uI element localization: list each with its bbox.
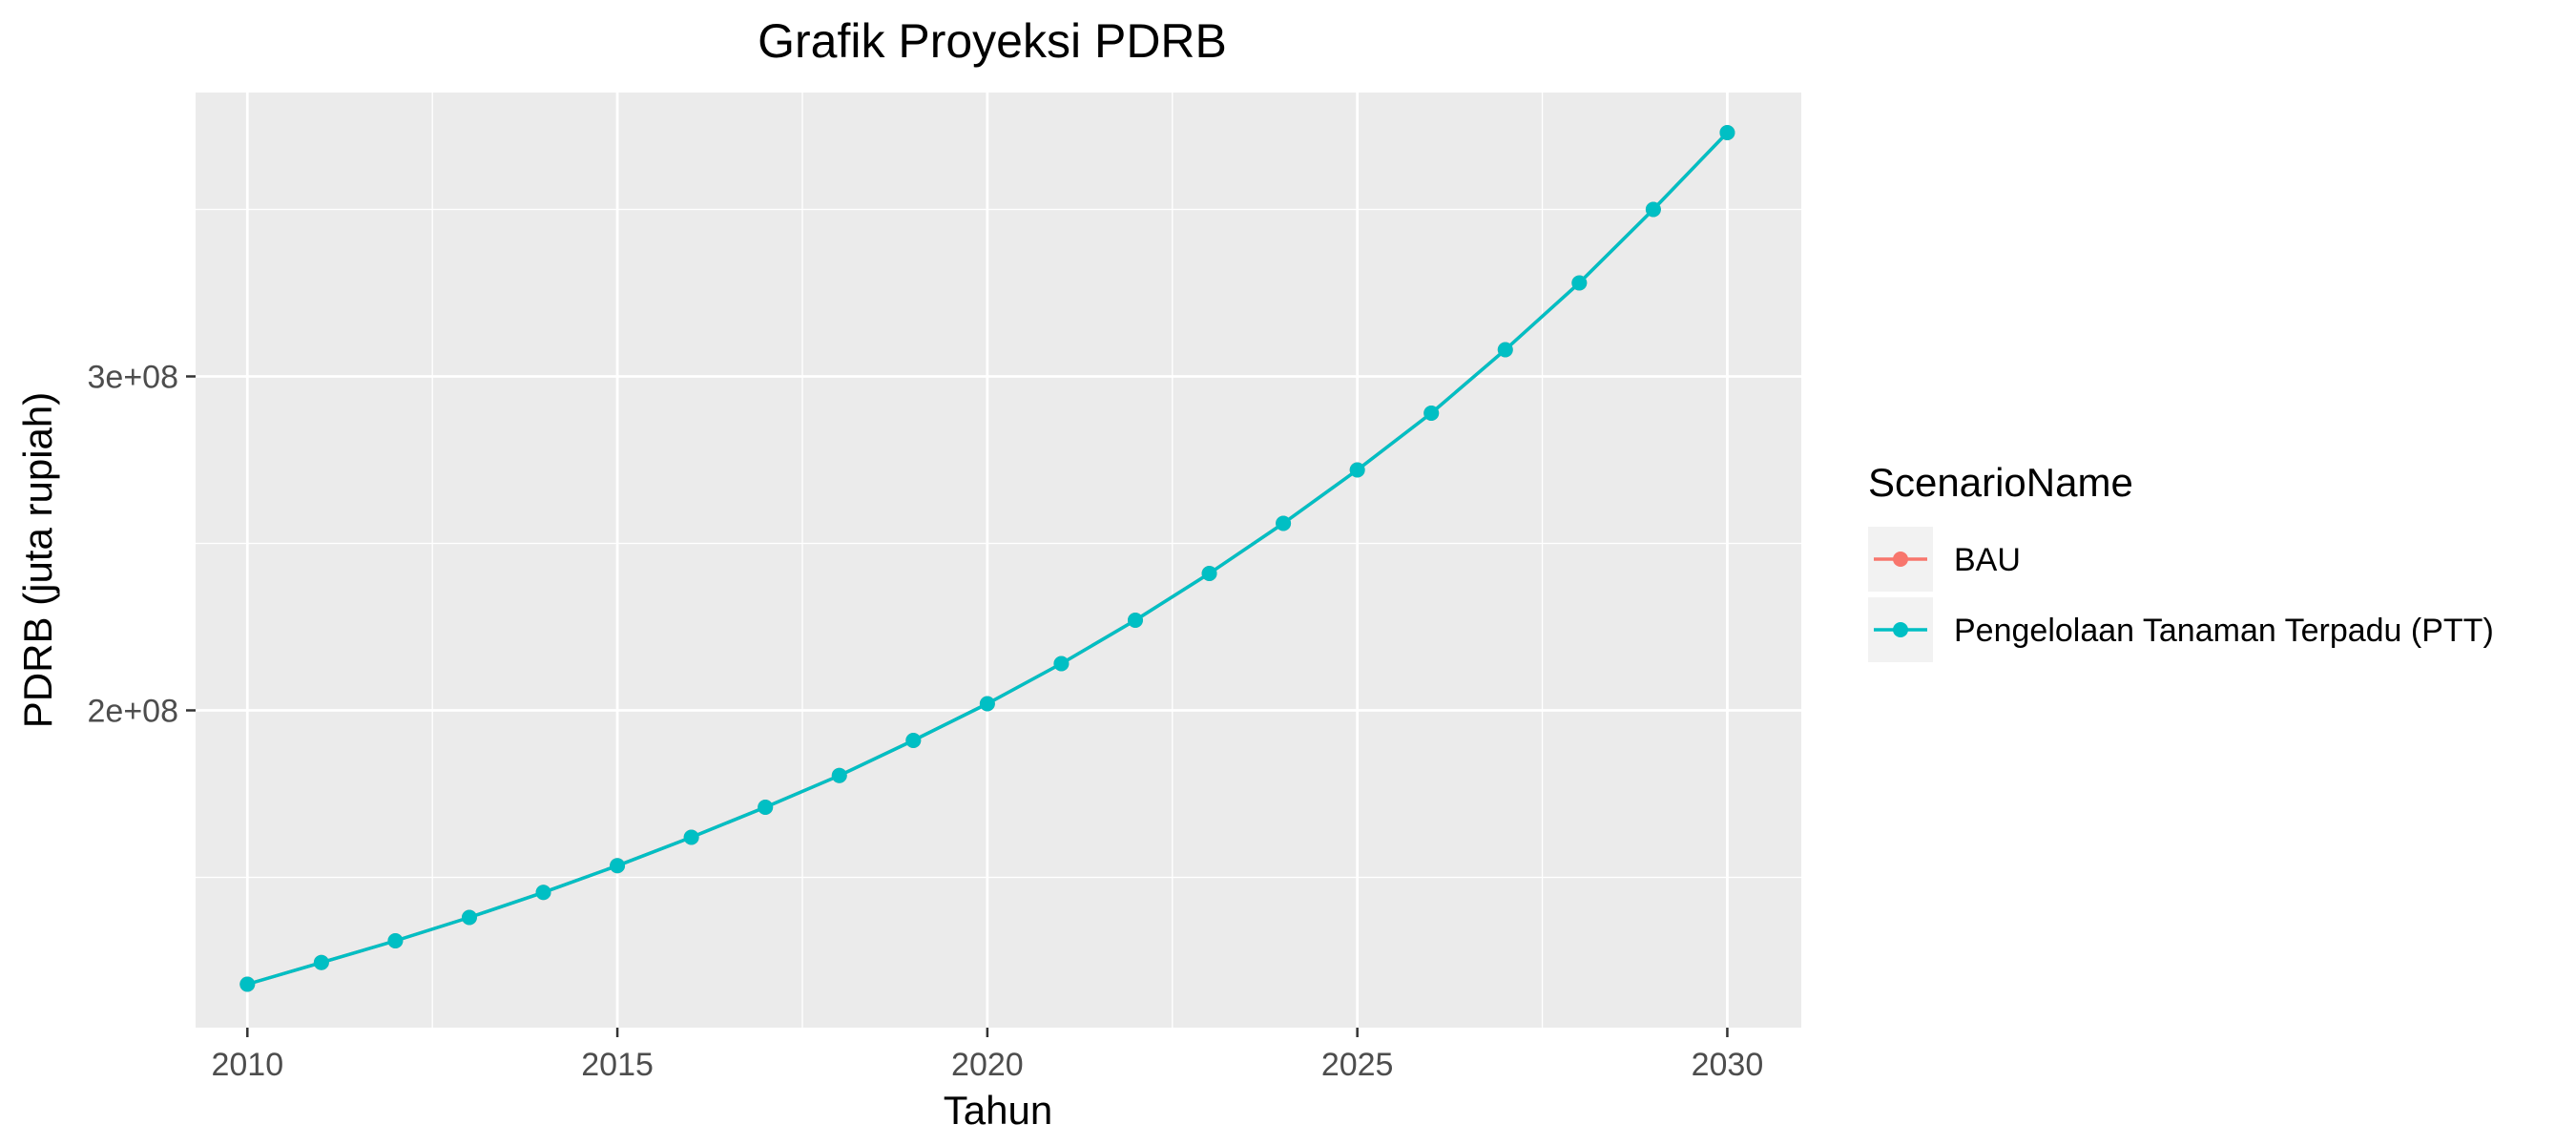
data-point: [387, 933, 404, 948]
x-axis: 2010 2015 2020 2025 2030: [211, 1028, 1763, 1083]
y-tick-label: 3e+08: [88, 360, 179, 396]
x-tick-label: 2020: [951, 1047, 1024, 1083]
x-axis-title: Tahun: [944, 1088, 1052, 1133]
series-1: [239, 125, 1735, 992]
data-point: [1127, 613, 1143, 628]
major-gridlines: [196, 93, 1801, 1028]
x-tick-label: 2015: [581, 1047, 654, 1083]
data-point: [461, 909, 477, 926]
y-axis: 2e+08 3e+08: [88, 360, 196, 730]
legend-item: Pengelolaan Tanaman Terpadu (PTT): [1868, 597, 2494, 662]
legend-label: BAU: [1954, 542, 2021, 578]
data-point: [1053, 656, 1070, 672]
data-point: [535, 885, 551, 901]
series-layer: [239, 125, 1735, 992]
legend-keys: BAU Pengelolaan Tanaman Terpadu (PTT): [1868, 527, 2494, 662]
x-tick-label: 2025: [1321, 1047, 1394, 1083]
data-point: [239, 976, 256, 992]
x-tick-label: 2030: [1692, 1047, 1764, 1083]
data-point: [1423, 406, 1440, 421]
data-point: [1276, 515, 1292, 531]
data-point: [758, 800, 774, 815]
legend-item: BAU: [1868, 527, 2021, 592]
data-point: [683, 829, 699, 845]
data-point: [1571, 275, 1588, 291]
data-point: [831, 767, 847, 783]
data-point: [313, 954, 329, 970]
legend: ScenarioName BAU Pengelolaan Tanaman Terp…: [1868, 460, 2494, 662]
data-point: [979, 696, 995, 712]
data-point: [1201, 566, 1217, 581]
minor-gridlines: [196, 93, 1801, 1028]
legend-label: Pengelolaan Tanaman Terpadu (PTT): [1954, 613, 2494, 649]
data-point: [1645, 201, 1661, 218]
data-point: [1497, 342, 1513, 358]
data-point: [1719, 125, 1735, 140]
y-axis-title: PDRB (juta rupiah): [15, 392, 60, 728]
chart-title: Grafik Proyeksi PDRB: [758, 14, 1227, 68]
x-tick-label: 2010: [211, 1047, 283, 1083]
data-point: [1349, 462, 1365, 478]
legend-title: ScenarioName: [1868, 460, 2133, 505]
data-point: [610, 858, 626, 874]
data-point: [905, 733, 922, 748]
legend-key-point: [1893, 622, 1908, 637]
legend-key-point: [1893, 552, 1908, 567]
plot-panel: [196, 93, 1801, 1028]
y-tick-label: 2e+08: [88, 694, 179, 730]
